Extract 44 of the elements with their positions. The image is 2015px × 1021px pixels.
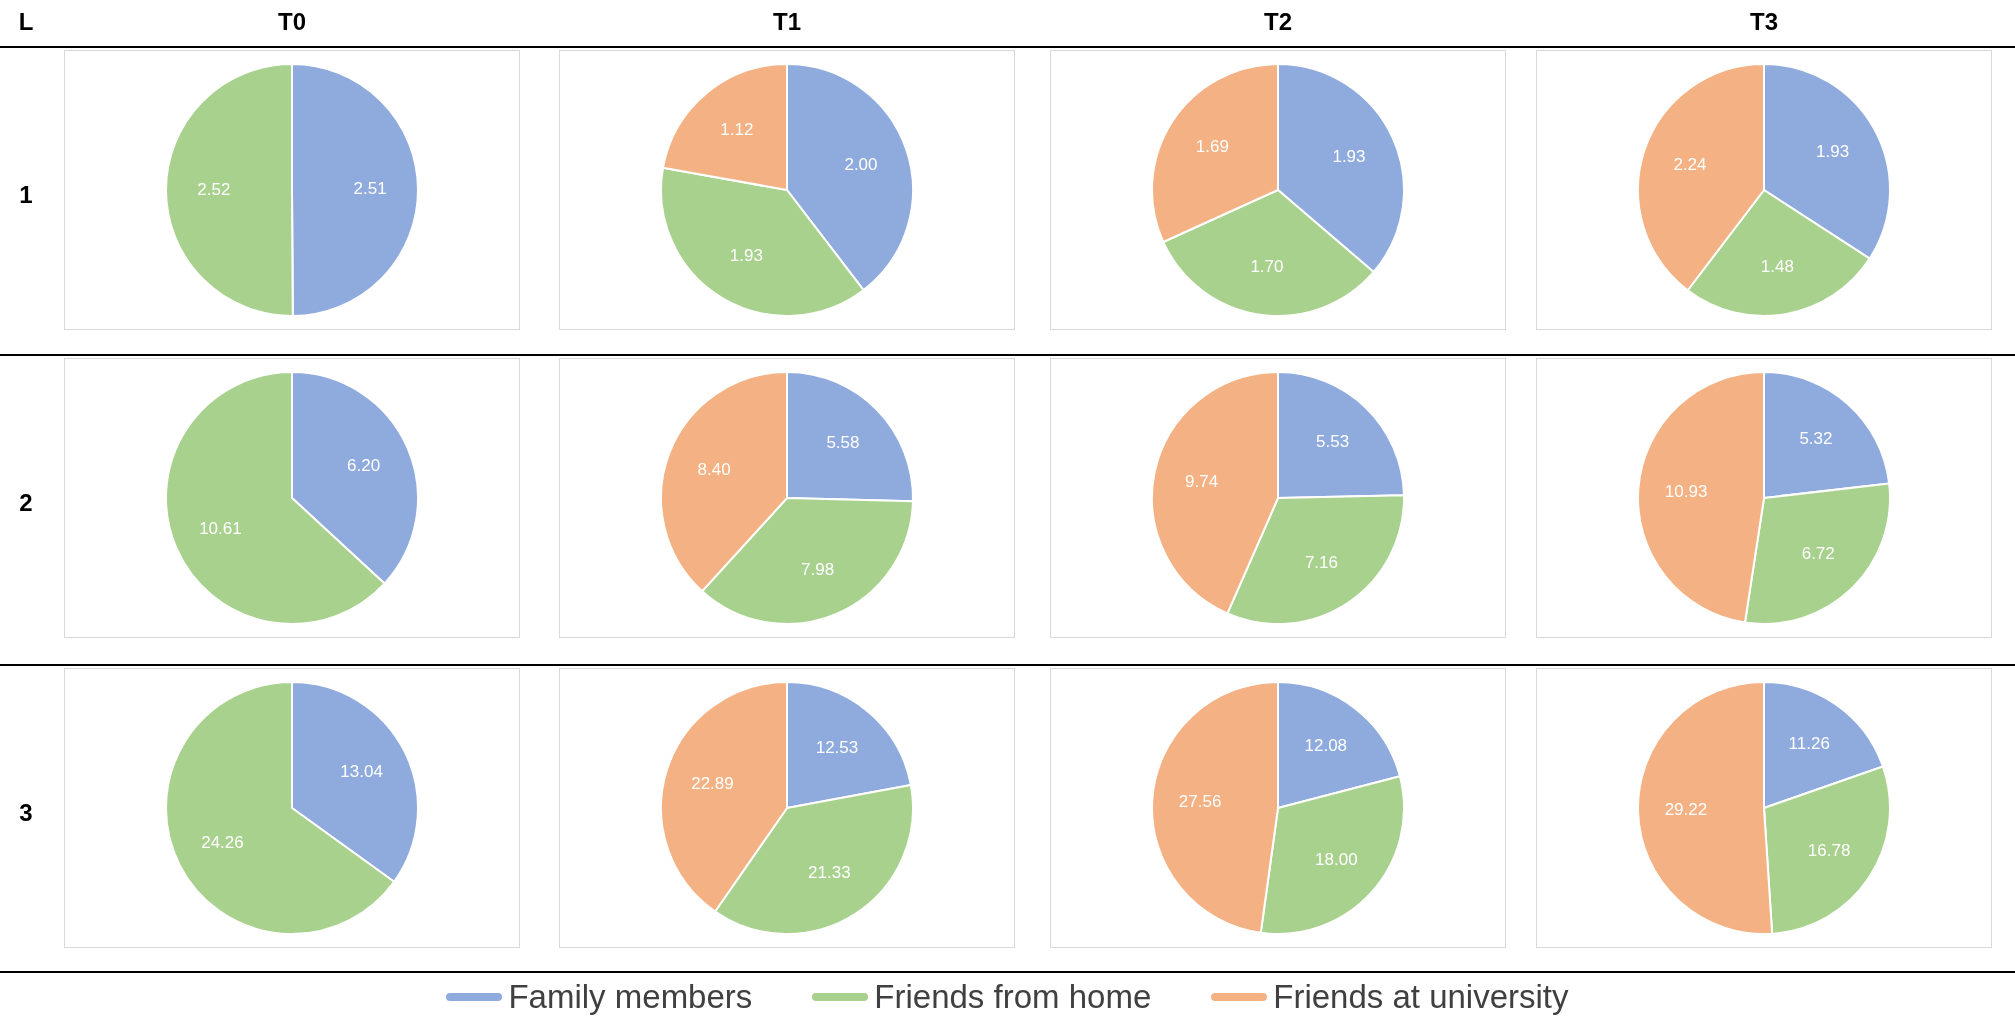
data-label: 21.33 xyxy=(808,863,851,883)
data-label: 7.98 xyxy=(801,559,835,579)
data-label: 1.93 xyxy=(729,246,763,266)
data-label: 27.56 xyxy=(1178,792,1222,812)
data-label: 13.04 xyxy=(340,762,383,782)
data-label: 2.51 xyxy=(353,179,387,199)
data-label: 1.93 xyxy=(1816,142,1850,162)
data-label: 9.74 xyxy=(1184,471,1219,491)
legend-label: Friends from home xyxy=(874,978,1152,1016)
text: 2 xyxy=(19,489,33,517)
text: T0 xyxy=(277,8,307,36)
data-label: 1.69 xyxy=(1195,137,1229,157)
data-label: 7.16 xyxy=(1304,552,1338,572)
data-label: 12.08 xyxy=(1304,735,1348,755)
data-label: 12.53 xyxy=(815,737,859,757)
data-label: 10.61 xyxy=(199,518,242,538)
data-label: 6.72 xyxy=(1801,543,1835,563)
data-label: 1.70 xyxy=(1250,257,1284,277)
text: T2 xyxy=(1263,8,1293,36)
text: T1 xyxy=(772,8,802,36)
text: T3 xyxy=(1749,8,1779,36)
data-label: 24.26 xyxy=(201,833,244,853)
text: 1 xyxy=(19,181,33,209)
legend-label: Friends at university xyxy=(1273,978,1569,1016)
data-label: 16.78 xyxy=(1807,840,1851,860)
data-label: 1.48 xyxy=(1760,256,1794,276)
data-label: 22.89 xyxy=(691,774,734,794)
data-label: 2.00 xyxy=(844,154,878,174)
text: L xyxy=(18,8,34,36)
data-label: 1.93 xyxy=(1332,147,1366,167)
data-label: 2.24 xyxy=(1673,154,1707,174)
data-label: 18.00 xyxy=(1315,849,1358,869)
data-label: 1.12 xyxy=(720,119,754,139)
legend-label: Family members xyxy=(508,978,753,1016)
data-label: 8.40 xyxy=(697,459,731,479)
data-label: 5.53 xyxy=(1316,431,1350,451)
data-label: 6.20 xyxy=(347,456,381,476)
data-label: 5.32 xyxy=(1799,429,1833,449)
text: 3 xyxy=(19,799,33,827)
data-label: 29.22 xyxy=(1664,800,1708,820)
data-label: 10.93 xyxy=(1664,481,1708,501)
data-label: 11.26 xyxy=(1788,734,1830,754)
data-label: 5.58 xyxy=(826,433,860,453)
data-label: 2.52 xyxy=(197,179,231,199)
